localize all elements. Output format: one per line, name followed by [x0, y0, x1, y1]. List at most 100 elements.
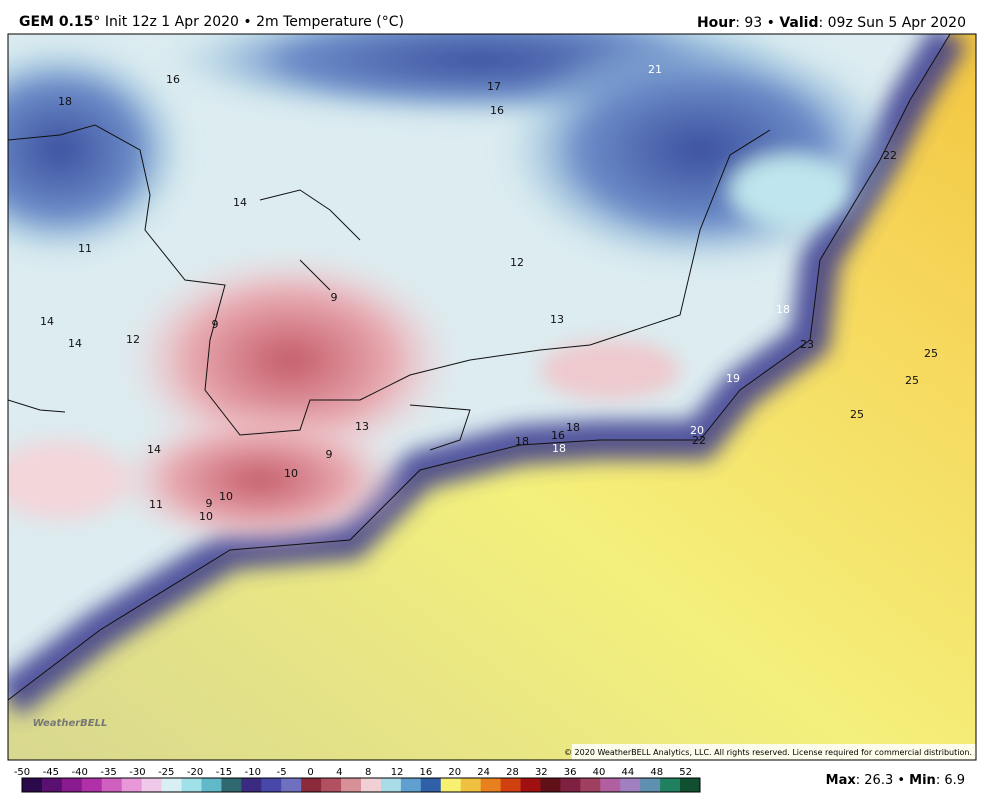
colorbar-swatch: [141, 778, 163, 792]
colorbar-swatch: [241, 778, 262, 792]
colorbar-tick: -30: [129, 767, 145, 778]
colorbar-swatch: [201, 778, 222, 792]
temperature-label: 9: [212, 318, 219, 331]
colorbar-swatch: [540, 778, 561, 792]
colorbar-tick: 20: [448, 767, 461, 778]
hour-value: : 93 •: [735, 15, 779, 31]
copyright: © 2020 WeatherBELL Analytics, LLC. All r…: [564, 748, 972, 757]
colorbar-swatch: [640, 778, 661, 792]
temperature-label: 25: [850, 408, 864, 421]
colorbar-swatch: [400, 778, 422, 792]
temperature-label: 23: [800, 338, 814, 351]
colorbar-tick: 24: [477, 767, 490, 778]
colorbar-swatch: [221, 778, 242, 792]
colorbar-swatch: [480, 778, 502, 792]
colorbar-swatch: [580, 778, 601, 792]
temperature-label: 22: [883, 149, 897, 162]
subtitle: ° Init 12z 1 Apr 2020 • 2m Temperature (…: [93, 14, 404, 30]
temperature-label: 11: [149, 498, 163, 511]
colorbar-tick: -10: [245, 767, 261, 778]
colorbar-swatch: [22, 778, 43, 792]
colorbar-tick: 0: [307, 767, 313, 778]
colorbar-swatch: [620, 778, 641, 792]
colorbar-tick: 8: [365, 767, 371, 778]
temperature-label: 16: [490, 104, 504, 117]
footer: Max: 26.3 • Min: 6.9: [826, 773, 965, 788]
temperature-label: 25: [905, 374, 919, 387]
colorbar-swatch: [261, 778, 282, 792]
temperature-label: 9: [326, 448, 333, 461]
colorbar-tick: 32: [535, 767, 548, 778]
colorbar-tick: 48: [650, 767, 663, 778]
temperature-label: 17: [487, 80, 501, 93]
colorbar-swatch: [500, 778, 522, 792]
model: GEM 0.15: [19, 14, 93, 30]
temperature-label: 10: [199, 510, 213, 523]
colorbar-swatch: [420, 778, 442, 792]
temperature-label: 19: [726, 372, 740, 385]
temperature-label: 18: [58, 95, 72, 108]
colorbar-swatch: [361, 778, 382, 792]
temperature-label: 18: [552, 442, 566, 455]
colorbar-tick: 16: [420, 767, 433, 778]
colorbar: -50 -45 -40 -35 -30 -25 -20 -15 -10 -5 0 4 8 12 16 20 24…: [14, 767, 701, 793]
colorbar-swatch: [321, 778, 342, 792]
temperature-label: 16: [551, 429, 565, 442]
min-label: Min: [909, 773, 936, 788]
colorbar-tick: -15: [216, 767, 232, 778]
colorbar-tick: 28: [506, 767, 519, 778]
temperature-label: 14: [147, 443, 161, 456]
temperature-label: 14: [68, 337, 82, 350]
min-value: : 6.9: [936, 773, 965, 788]
temperature-label: 9: [206, 497, 213, 510]
colorbar-tick: 44: [622, 767, 635, 778]
temperature-label: 12: [126, 333, 140, 346]
colorbar-swatch: [600, 778, 621, 792]
colorbar-swatch: [181, 778, 202, 792]
colorbar-tick: -25: [158, 767, 174, 778]
temperature-label: 14: [233, 196, 247, 209]
temperature-label: 10: [284, 467, 298, 480]
valid-label: Valid: [779, 15, 818, 31]
temperature-label: 13: [355, 420, 369, 433]
colorbar-swatch: [520, 778, 541, 792]
header-left: GEM 0.15° Init 12z 1 Apr 2020 • 2m Tempe…: [19, 14, 404, 30]
temperature-label: 22: [692, 434, 706, 447]
colorbar-swatch: [41, 778, 63, 792]
temperature-label: 11: [78, 242, 92, 255]
temperature-label: 16: [166, 73, 180, 86]
colorbar-swatch: [460, 778, 482, 792]
colorbar-swatch: [341, 778, 362, 792]
temperature-label: 25: [924, 347, 938, 360]
colorbar-tick: -20: [187, 767, 203, 778]
colorbar-frame: [21, 777, 701, 793]
colorbar-tick: -45: [43, 767, 59, 778]
colorbar-tick: 52: [679, 767, 692, 778]
max-value: : 26.3 •: [856, 773, 909, 788]
temperature-label: 18: [566, 421, 580, 434]
temperature-label: 21: [648, 63, 662, 76]
temperature-label: 9: [331, 291, 338, 304]
colorbar-tick: -50: [14, 767, 30, 778]
map-frame: [7, 33, 977, 761]
temperature-label: 13: [550, 313, 564, 326]
colorbar-tick: -35: [100, 767, 116, 778]
colorbar-swatch: [61, 778, 83, 792]
colorbar-swatch: [101, 778, 123, 792]
colorbar-swatch: [380, 778, 402, 792]
temperature-field: [8, 34, 900, 550]
colorbar-swatch: [161, 778, 183, 792]
colorbar-tick: -40: [72, 767, 88, 778]
colorbar-swatch: [301, 778, 322, 792]
hour-label: Hour: [697, 15, 735, 31]
copyright-bg: [572, 744, 976, 760]
colorbar-tick: 36: [564, 767, 577, 778]
max-label: Max: [826, 773, 857, 788]
colorbar-tick: 12: [391, 767, 404, 778]
colorbar-swatch: [81, 778, 103, 792]
colorbar-swatch: [121, 778, 143, 792]
watermark: WeatherBELL: [33, 718, 108, 729]
